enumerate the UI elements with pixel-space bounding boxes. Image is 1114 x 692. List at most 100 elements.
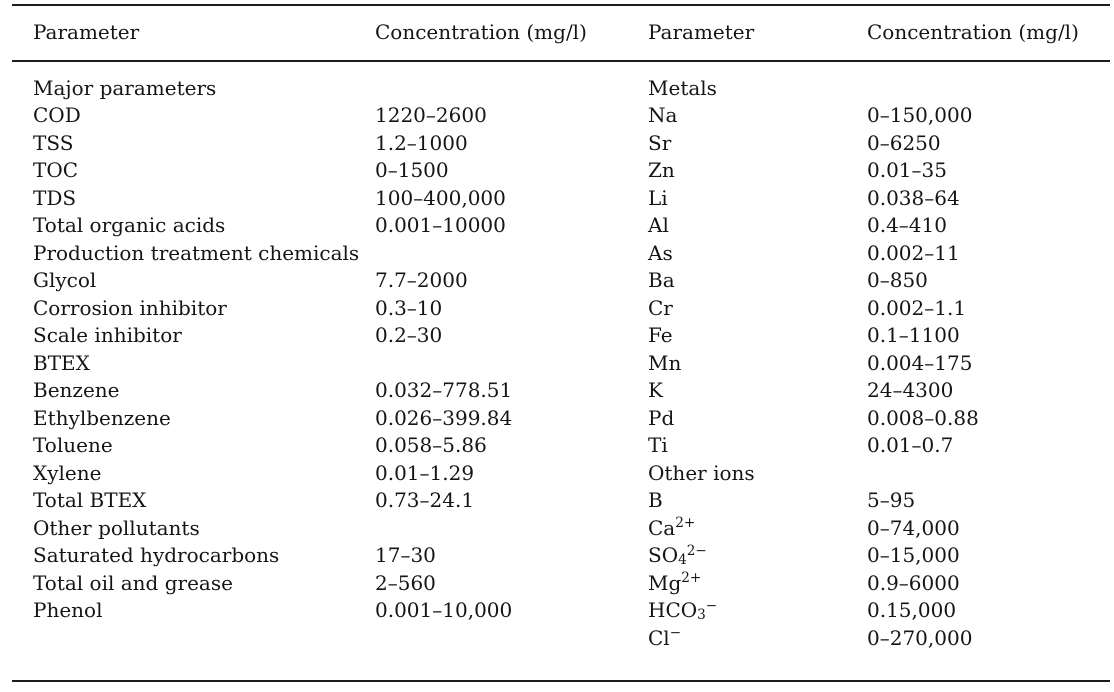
table-row: Total organic acids 0.001–10000 Al 0.4–410 — [33, 212, 1110, 240]
concentration-cell: 0.1–1100 — [867, 323, 960, 347]
table-body: Major parameters Metals COD 1220–2600 Na 0–15… — [12, 62, 1110, 681]
table-row: Glycol 7.7–2000 Ba 0–850 — [33, 267, 1110, 295]
table-header-row: Parameter Concentration (mg/l) Parameter… — [12, 6, 1110, 60]
parameter-cell: Ca2+ — [648, 515, 696, 540]
concentration-cell — [375, 625, 648, 653]
concentration-cell: 0.058–5.86 — [375, 433, 487, 457]
table-row: Xylene 0.01–1.29 Other ions — [33, 460, 1110, 488]
parameter-cell: Other ions — [648, 460, 755, 485]
concentration-cell: 0.2–30 — [375, 323, 443, 347]
table-row: Total oil and grease 2–560 Mg2+ 0.9–6000 — [33, 570, 1110, 598]
parameter-cell: Ti — [648, 433, 668, 457]
concentration-cell: 0.004–175 — [867, 350, 973, 375]
concentration-cell: 0.01–0.7 — [867, 433, 954, 457]
table-row: Phenol 0.001–10,000 HCO3− 0.15,000 — [33, 597, 1110, 625]
parameter-cell: Ethylbenzene — [33, 405, 171, 430]
parameter-cell: Total organic acids — [33, 213, 226, 237]
concentration-cell: 0.002–1.1 — [867, 295, 967, 320]
parameter-cell: COD — [33, 103, 81, 127]
concentration-cell: 7.7–2000 — [375, 268, 468, 292]
parameter-cell: Xylene — [33, 460, 102, 485]
concentration-cell: 24–4300 — [867, 378, 954, 402]
table-row: Ethylbenzene 0.026–399.84 Pd 0.008–0.88 — [33, 405, 1110, 433]
concentration-cell — [375, 515, 648, 543]
parameter-cell: Benzene — [33, 378, 120, 402]
parameter-cell: Other pollutants — [33, 515, 200, 540]
concentration-cell — [375, 350, 648, 378]
parameter-cell: TSS — [33, 130, 74, 155]
concentration-cell: 1220–2600 — [375, 103, 487, 127]
concentration-cell: 0.9–6000 — [867, 570, 960, 595]
parameter-cell: K — [648, 378, 663, 402]
concentration-cell: 0.73–24.1 — [375, 488, 475, 512]
parameter-cell: Zn — [648, 158, 675, 182]
table-row: Cl− 0–270,000 — [33, 625, 1110, 653]
concentration-cell: 0.026–399.84 — [375, 405, 513, 430]
table-row: Benzene 0.032–778.51 K 24–4300 — [33, 377, 1110, 405]
table-row: Other pollutants Ca2+ 0–74,000 — [33, 515, 1110, 543]
parameter-cell: Mg2+ — [648, 570, 702, 595]
table-row: Scale inhibitor 0.2–30 Fe 0.1–1100 — [33, 322, 1110, 350]
parameter-cell: Ba — [648, 268, 675, 292]
concentration-cell: 0.001–10,000 — [375, 598, 513, 622]
parameter-cell: Metals — [648, 75, 717, 100]
parameter-cell: Pd — [648, 405, 675, 430]
concentration-cell — [867, 75, 1110, 103]
concentration-cell: 0–270,000 — [867, 625, 973, 650]
parameter-cell: Major parameters — [33, 75, 217, 100]
parameter-cell: Na — [648, 103, 678, 127]
parameter-cell: Glycol — [33, 268, 97, 292]
column-header-parameter-right: Parameter — [648, 20, 755, 44]
concentration-cell: 0–850 — [867, 268, 928, 292]
concentration-cell: 2–560 — [375, 570, 436, 595]
parameter-cell: Production treatment chemicals — [33, 240, 360, 265]
concentration-cell: 100–400,000 — [375, 185, 506, 210]
concentration-cell: 17–30 — [375, 543, 436, 567]
parameter-cell: SO42− — [648, 542, 707, 569]
concentration-cell: 0.002–11 — [867, 240, 960, 265]
concentration-cell — [375, 75, 648, 103]
parameter-cell: Sr — [648, 130, 672, 155]
concentration-cell — [375, 240, 648, 268]
parameter-cell: TOC — [33, 158, 79, 182]
parameter-cell: Total BTEX — [33, 488, 147, 512]
concentration-cell: 0.038–64 — [867, 185, 960, 210]
concentration-cell: 5–95 — [867, 488, 916, 512]
parameter-cell: Scale inhibitor — [33, 323, 182, 347]
table-row: Major parameters Metals — [33, 75, 1110, 103]
concentration-cell: 0.01–1.29 — [375, 460, 475, 485]
concentration-cell: 0.3–10 — [375, 295, 443, 320]
parameter-cell: Saturated hydrocarbons — [33, 543, 280, 567]
table-row: Production treatment chemicals As 0.002–11 — [33, 240, 1110, 268]
parameter-cell: As — [648, 240, 673, 265]
parameter-cell: Toluene — [33, 433, 113, 457]
parameter-cell: Cl− — [648, 625, 682, 650]
concentration-cell: 1.2–1000 — [375, 130, 468, 155]
table-row: Toluene 0.058–5.86 Ti 0.01–0.7 — [33, 432, 1110, 460]
table-row: TSS 1.2–1000 Sr 0–6250 — [33, 130, 1110, 158]
parameter-cell: B — [648, 488, 663, 512]
concentration-cell: 0.032–778.51 — [375, 378, 513, 402]
header-separator-rule — [12, 59, 1110, 62]
parameter-cell: Cr — [648, 295, 673, 320]
concentration-cell: 0–15,000 — [867, 543, 960, 567]
parameter-cell: Phenol — [33, 598, 103, 622]
table-row: TDS 100–400,000 Li 0.038–64 — [33, 185, 1110, 213]
table-row: COD 1220–2600 Na 0–150,000 — [33, 102, 1110, 130]
table-row: BTEX Mn 0.004–175 — [33, 350, 1110, 378]
parameter-cell: Al — [648, 213, 669, 237]
parameter-cell: Mn — [648, 350, 682, 375]
parameter-cell: Total oil and grease — [33, 570, 233, 595]
table-bottom-rule — [12, 680, 1110, 682]
concentration-cell: 0–150,000 — [867, 103, 973, 127]
concentration-cell — [867, 460, 1110, 488]
concentration-cell: 0.008–0.88 — [867, 405, 979, 430]
parameter-cell: TDS — [33, 185, 77, 210]
parameter-cell: Corrosion inhibitor — [33, 295, 227, 320]
table-top-rule — [12, 4, 1110, 6]
table-row: Corrosion inhibitor 0.3–10 Cr 0.002–1.1 — [33, 295, 1110, 323]
concentration-cell: 0.01–35 — [867, 158, 947, 182]
concentration-cell: 0.15,000 — [867, 598, 957, 622]
parameter-cell: Fe — [648, 323, 673, 347]
parameter-cell — [33, 625, 375, 653]
